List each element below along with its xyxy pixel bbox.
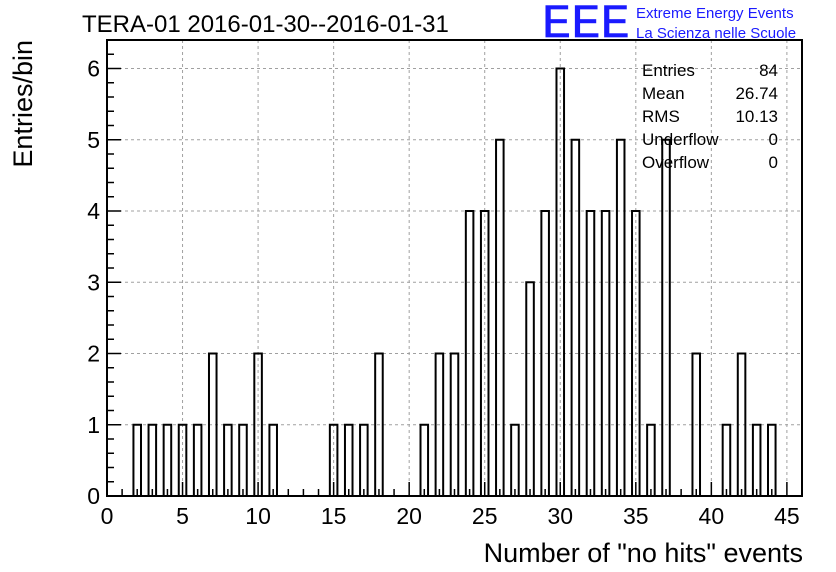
histogram-bar [751,423,762,497]
stat-value: 0 [769,153,778,172]
histogram-bar [132,423,142,497]
histogram-bar [767,423,777,497]
stat-label: Mean [642,84,685,103]
histogram-bar [495,138,505,497]
y-tick-label: 0 [87,483,100,509]
stat-label: RMS [642,107,680,126]
histogram-bar [268,423,278,497]
y-axis-title: Entries/bin [8,40,38,168]
y-tick-label: 3 [87,269,100,295]
x-tick-label: 10 [245,503,271,529]
x-tick-label: 45 [774,503,800,529]
eee-logo: EEE Extreme Energy Events La Scienza nel… [541,0,796,50]
grid-lines [107,40,802,496]
y-tick-label: 5 [87,127,100,153]
histogram-bar [162,423,173,497]
x-tick-label: 40 [699,503,725,529]
y-tick-label: 6 [87,56,100,82]
histogram-bar [192,423,203,497]
eee-logo-mark: EEE [542,0,630,49]
histogram-bar [359,423,369,497]
histogram-bar [343,423,354,497]
stats-box: Entries 84 Mean 26.74 RMS 10.13 Underflow 0 Over… [642,61,778,172]
logo-line-1: Extreme Energy Events [636,5,794,22]
histogram-bar [570,138,581,497]
histogram-bar [223,423,233,497]
histogram-bar [661,138,671,497]
histogram-bar [510,423,520,497]
y-tick-label: 4 [87,198,100,224]
axis-ticks [106,39,803,497]
stat-value: 10.13 [735,107,778,126]
histogram-bar [147,423,158,497]
histogram-bar [419,423,430,497]
x-tick-label: 25 [472,503,498,529]
x-tick-label: 15 [321,503,347,529]
x-tick-label: 5 [176,503,189,529]
histogram-bar [525,281,535,497]
x-tick-label: 30 [547,503,573,529]
histogram-bar [646,423,656,497]
y-tick-label: 1 [87,412,100,438]
x-tick-label: 0 [101,503,114,529]
x-tick-label: 20 [396,503,422,529]
histogram-bar [615,138,626,497]
x-tick-label: 35 [623,503,649,529]
x-tick-labels: 0 5 10 15 20 25 30 35 40 45 [101,503,800,529]
y-tick-label: 2 [87,341,100,367]
stat-value: 84 [759,61,778,80]
histogram-bar [238,423,248,497]
histogram-bar [721,423,732,497]
stat-value: 26.74 [735,84,778,103]
stat-value: 0 [769,130,778,149]
x-axis-title: Number of "no hits" events [484,538,803,568]
y-tick-labels: 0 1 2 3 4 5 6 [87,56,100,510]
logo-line-2: La Scienza nelle Scuole [636,25,796,42]
plot-frame [106,39,803,497]
chart-title: TERA-01 2016-01-30--2016-01-31 [82,11,449,38]
stat-label: Entries [642,61,695,80]
stat-label: Underflow [642,130,719,149]
stat-label: Overflow [642,153,710,172]
